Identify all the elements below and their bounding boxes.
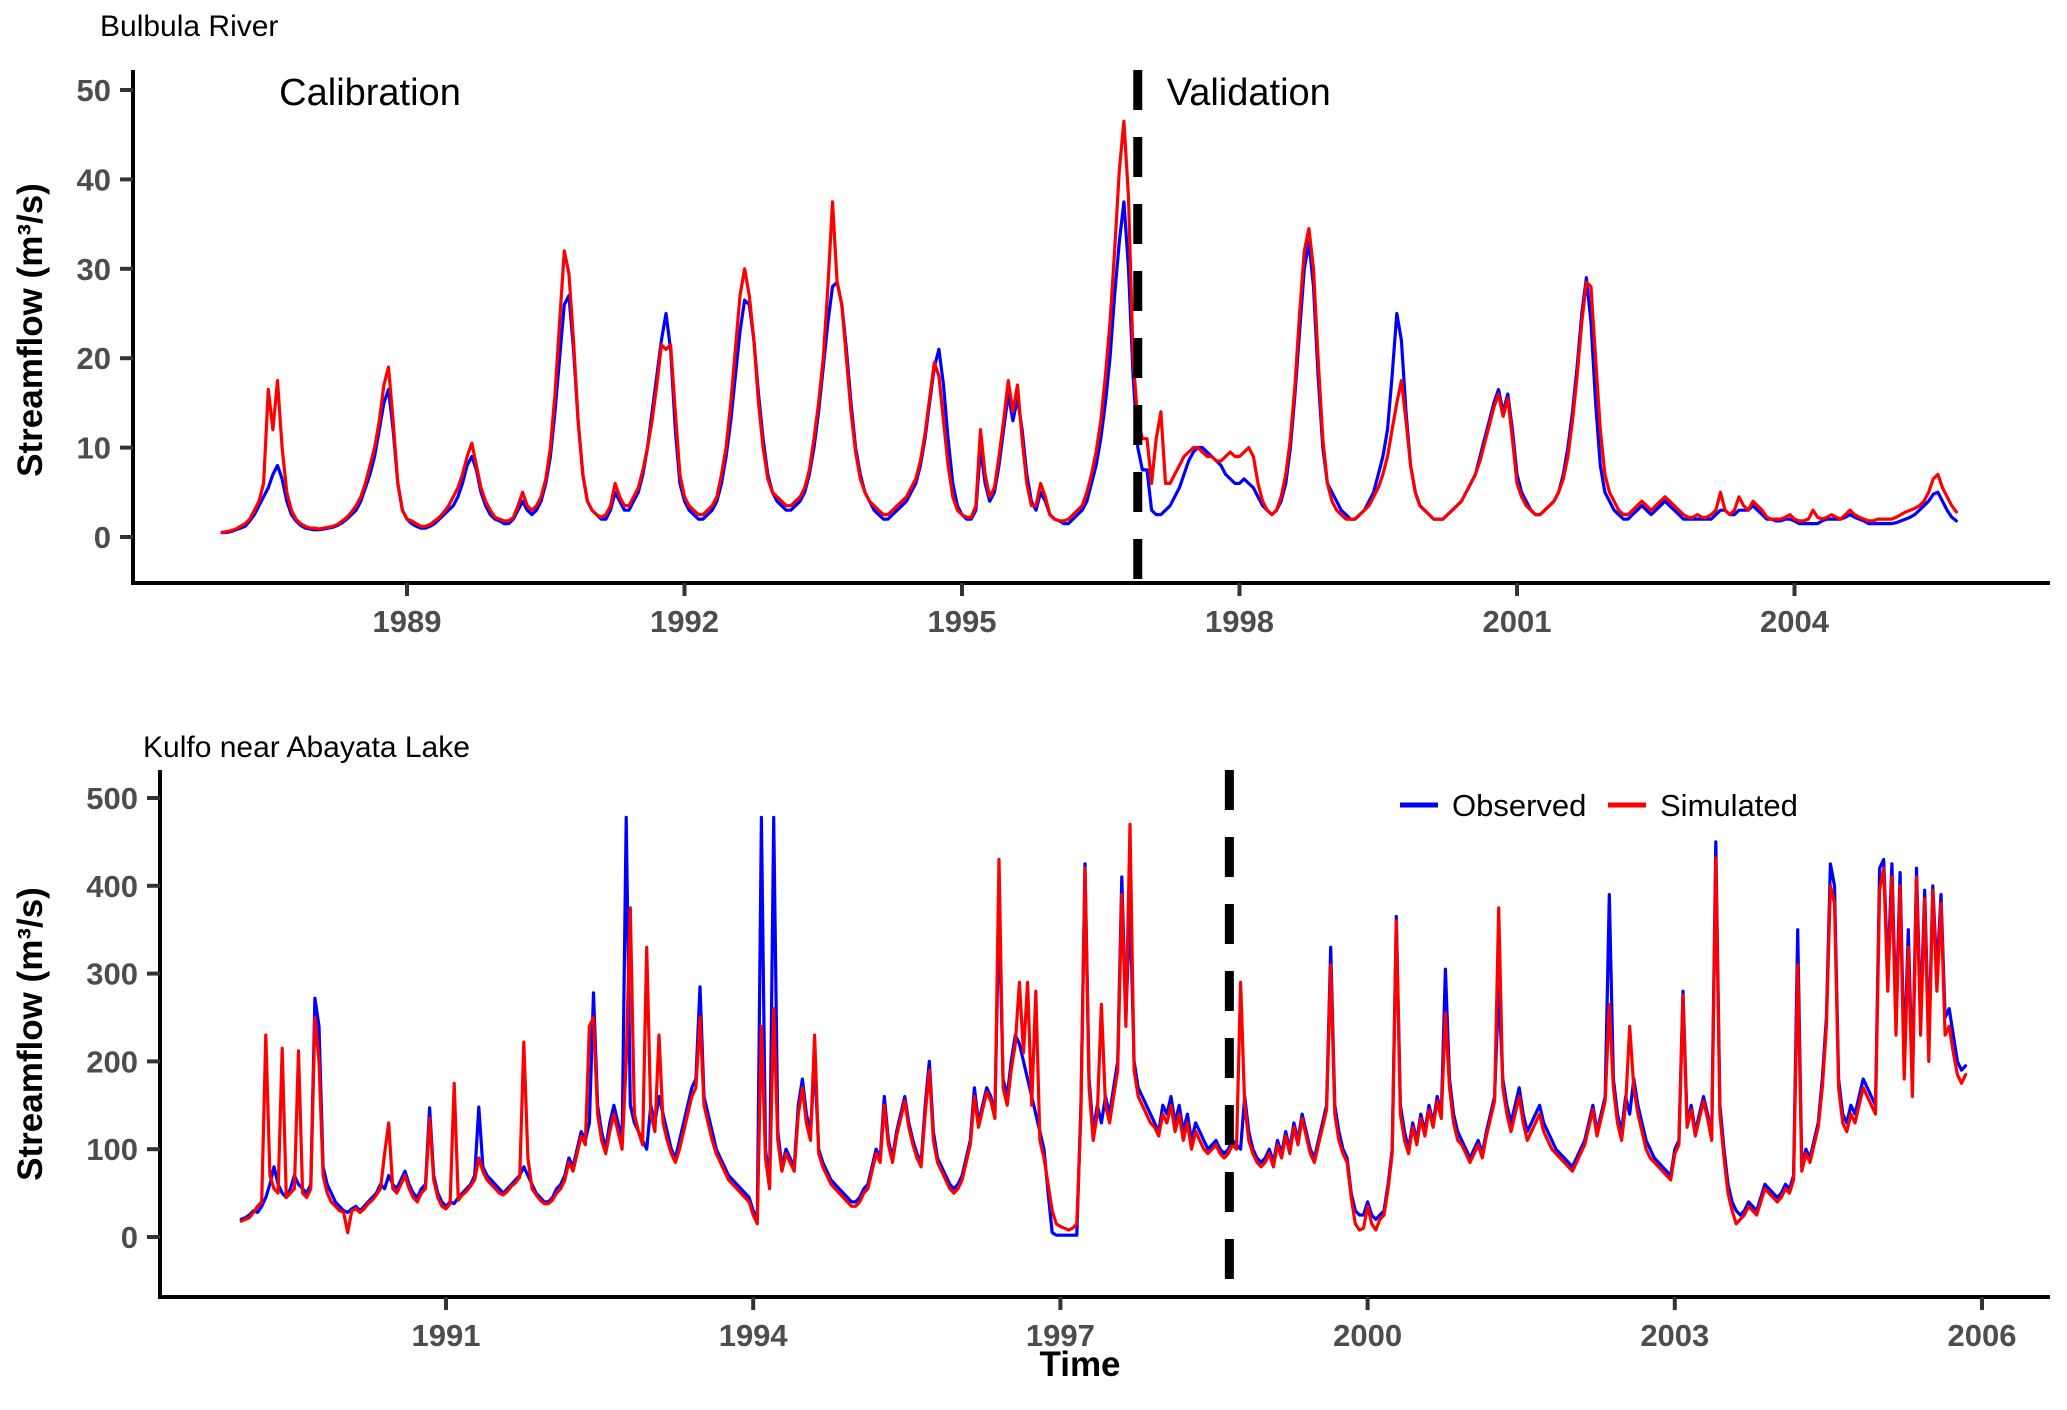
x-tick-label: 1998	[1205, 604, 1274, 639]
calibration-label: Calibration	[279, 72, 461, 114]
legend-label-simulated: Simulated	[1660, 788, 1798, 823]
x-tick-label: 1994	[719, 1318, 789, 1353]
panel2-title: Kulfo near Abayata Lake	[143, 731, 470, 764]
panel-bulbula-plot-area: 0 10 20 30 40 50 1989 1992 1995 1998 2001 2004 Calib…	[77, 70, 2050, 639]
x-tick-label: 2006	[1948, 1318, 2017, 1353]
y-tick-label: 300	[86, 957, 138, 992]
y-tick-label: 500	[86, 781, 138, 816]
x-tick-label: 1995	[928, 604, 997, 639]
x-tick-label: 2003	[1640, 1318, 1709, 1353]
y-tick-label: 20	[77, 341, 111, 376]
panel-kulfo-plot-area: 0 100 200 300 400 500 1991 1994 1997 2000 2003 2006…	[86, 770, 2050, 1353]
x-tick-label: 1992	[650, 604, 719, 639]
panel1-title: Bulbula River	[100, 10, 278, 43]
x-tick-label: 1989	[373, 604, 442, 639]
y-tick-label: 50	[77, 73, 111, 108]
x-tick-label: 1991	[412, 1318, 481, 1353]
y-tick-label: 40	[77, 162, 111, 197]
legend: Observed Simulated	[1400, 788, 1798, 823]
x-tick-label: 1997	[1026, 1318, 1095, 1353]
x-tick-label: 2001	[1483, 604, 1552, 639]
x-tick-label: 2000	[1333, 1318, 1402, 1353]
y-tick-label: 0	[94, 520, 111, 555]
y-tick-label: 30	[77, 252, 111, 287]
validation-label: Validation	[1167, 72, 1331, 114]
x-axis-title: Time	[1039, 1345, 1120, 1384]
series-line-observed	[220, 200, 1959, 535]
panel2-y-axis-title: Streamflow (m³/s)	[11, 887, 50, 1181]
x-tick-label: 2004	[1760, 604, 1830, 639]
y-tick-label: 0	[121, 1220, 138, 1255]
y-tick-label: 10	[77, 431, 111, 466]
legend-label-observed: Observed	[1452, 788, 1586, 823]
panel1-y-axis-title: Streamflow (m³/s)	[11, 183, 50, 477]
y-tick-label: 100	[86, 1132, 138, 1167]
y-tick-label: 200	[86, 1044, 138, 1079]
series-line-simulated	[220, 119, 1959, 535]
y-tick-label: 400	[86, 869, 138, 904]
series-line-simulated	[239, 822, 1968, 1235]
